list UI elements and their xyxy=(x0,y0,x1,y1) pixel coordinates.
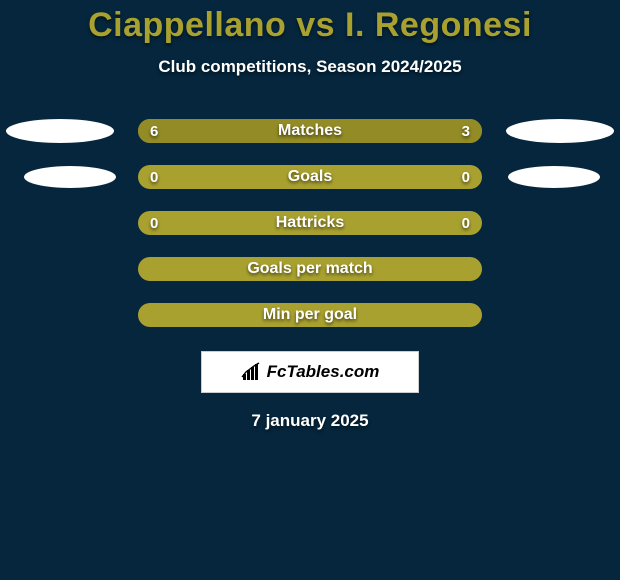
source-badge: FcTables.com xyxy=(201,351,419,393)
stat-bar: Min per goal xyxy=(138,303,482,327)
stat-row: Min per goal xyxy=(0,303,620,327)
player-marker-left xyxy=(6,119,114,143)
stat-label: Goals per match xyxy=(138,257,482,281)
stat-label: Goals xyxy=(138,165,482,189)
stat-row: 00Hattricks xyxy=(0,211,620,235)
stat-rows: 63Matches 00Goals 00Hattricks Goals per mat… xyxy=(0,119,620,327)
stat-bar: 00Goals xyxy=(138,165,482,189)
stat-row: 00Goals xyxy=(0,165,620,189)
source-badge-text: FcTables.com xyxy=(267,362,380,382)
player-marker-right xyxy=(506,119,614,143)
player-marker-right xyxy=(508,166,600,188)
stat-label: Matches xyxy=(138,119,482,143)
stat-bar: 63Matches xyxy=(138,119,482,143)
page-title: Ciappellano vs I. Regonesi xyxy=(0,0,620,45)
stat-bar: Goals per match xyxy=(138,257,482,281)
stat-row: 63Matches xyxy=(0,119,620,143)
stat-bar: 00Hattricks xyxy=(138,211,482,235)
player-marker-left xyxy=(24,166,116,188)
comparison-infographic: Ciappellano vs I. Regonesi Club competit… xyxy=(0,0,620,580)
stat-label: Hattricks xyxy=(138,211,482,235)
stat-row: Goals per match xyxy=(0,257,620,281)
subtitle: Club competitions, Season 2024/2025 xyxy=(0,57,620,77)
stat-label: Min per goal xyxy=(138,303,482,327)
date-label: 7 january 2025 xyxy=(0,411,620,431)
bar-chart-icon xyxy=(241,362,261,382)
